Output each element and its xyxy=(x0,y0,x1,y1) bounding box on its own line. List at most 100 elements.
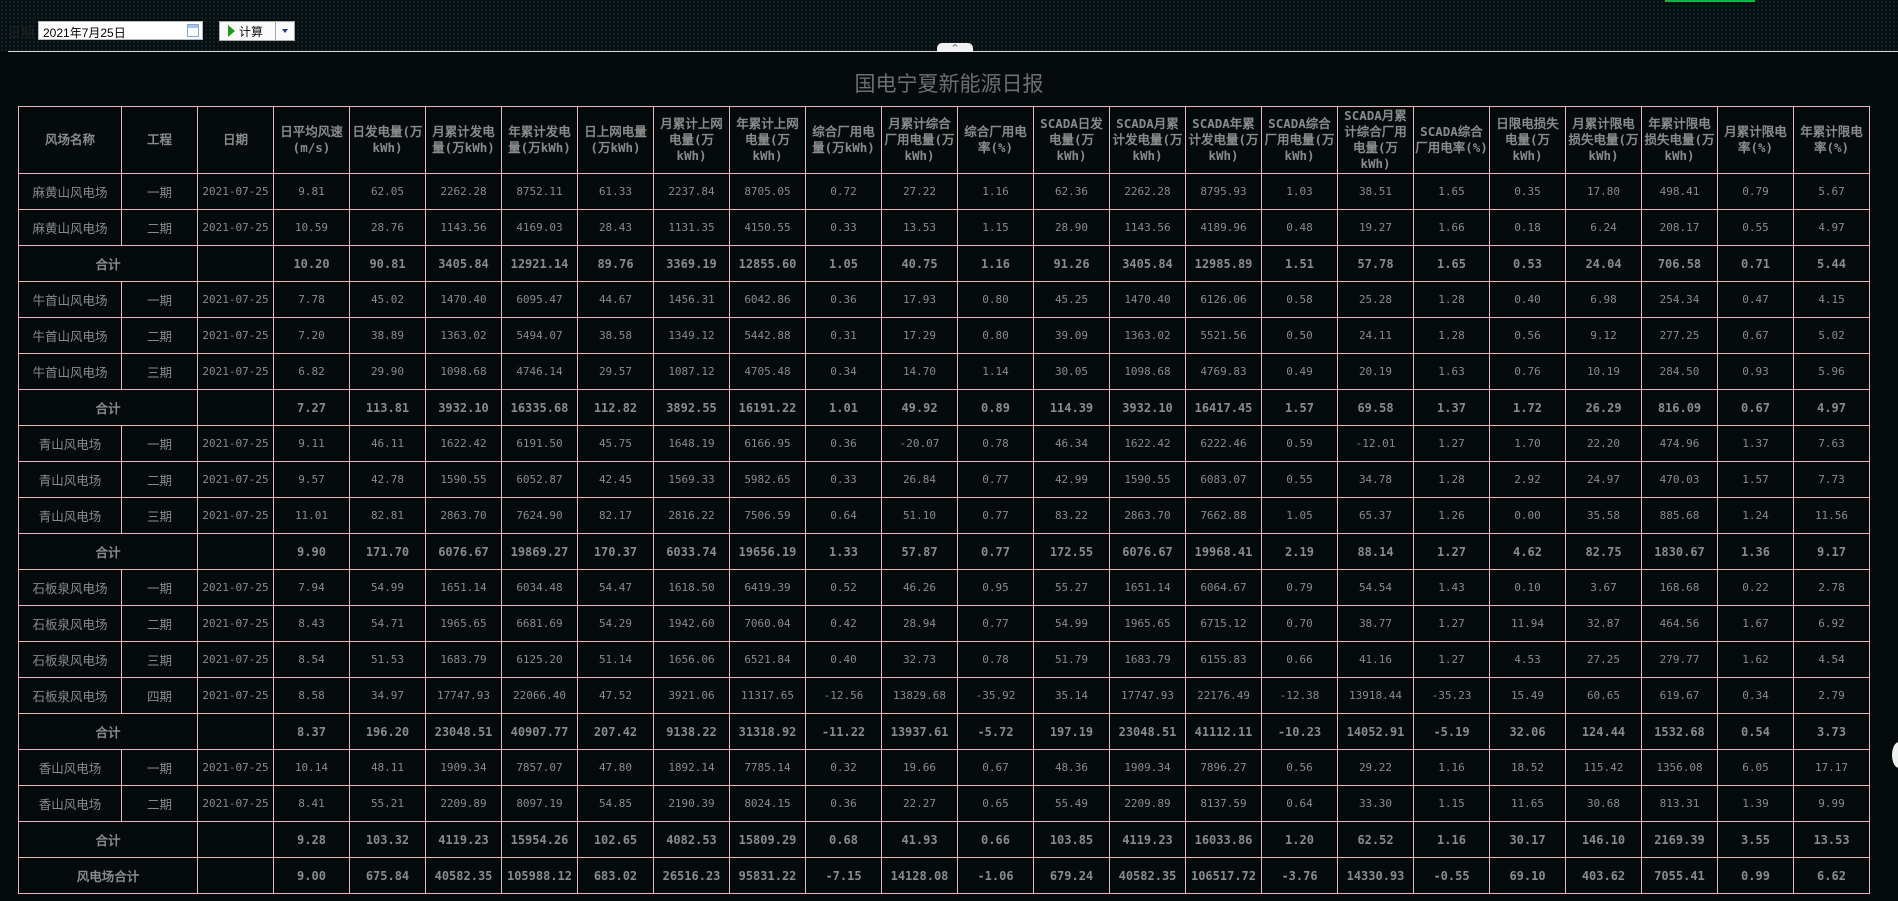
value-cell: 0.34 xyxy=(1717,677,1794,714)
value-cell: 55.49 xyxy=(1033,785,1110,822)
value-cell: 474.96 xyxy=(1641,425,1718,462)
value-cell: 1.03 xyxy=(1261,173,1338,210)
value-cell: 0.55 xyxy=(1717,209,1794,246)
date-cell: 2021-07-25 xyxy=(197,497,274,534)
value-cell: 2.19 xyxy=(1261,533,1338,570)
value-cell: 82.17 xyxy=(577,497,654,534)
side-panel-handle[interactable] xyxy=(1892,742,1898,768)
value-cell: -12.56 xyxy=(805,677,882,714)
value-cell: 0.36 xyxy=(805,281,882,318)
value-cell: 29.22 xyxy=(1337,749,1414,786)
value-cell: -5.19 xyxy=(1413,713,1490,750)
date-value: 2021年7月25日 xyxy=(43,26,126,40)
toolbar: 日期 2021年7月25日 计算 xyxy=(0,0,1898,52)
value-cell: 1.28 xyxy=(1413,281,1490,318)
value-cell: 4746.14 xyxy=(501,353,578,390)
date-label: 日期 xyxy=(8,26,35,41)
phase-cell: 二期 xyxy=(121,317,198,354)
value-cell: 6222.46 xyxy=(1185,425,1262,462)
column-header: 月累计限电损失电量(万kWh) xyxy=(1565,106,1642,174)
value-cell: 0.52 xyxy=(805,569,882,606)
value-cell: 1.33 xyxy=(805,533,882,570)
value-cell: 5.44 xyxy=(1793,245,1870,282)
value-cell: 8.54 xyxy=(273,641,350,678)
value-cell: 9.90 xyxy=(273,533,350,570)
value-cell: 23048.51 xyxy=(1109,713,1186,750)
value-cell: 6034.48 xyxy=(501,569,578,606)
calculate-dropdown-button[interactable] xyxy=(276,22,294,40)
value-cell: 4119.23 xyxy=(425,821,502,858)
value-cell: 11.01 xyxy=(273,497,350,534)
subtotal-row: 合计 7.27 113.81 3932.10 16335.68 112.82 3892.55… xyxy=(18,389,1870,426)
value-cell: 0.72 xyxy=(805,173,882,210)
value-cell: 1456.31 xyxy=(653,281,730,318)
value-cell: 62.36 xyxy=(1033,173,1110,210)
value-cell: 1356.08 xyxy=(1641,749,1718,786)
table-row: 麻黄山风电场 一期 2021-07-25 9.81 62.05 2262.28 8752.1… xyxy=(18,173,1870,210)
date-picker-input[interactable]: 2021年7月25日 xyxy=(38,21,203,40)
value-cell: 27.25 xyxy=(1565,641,1642,678)
value-cell: 2169.39 xyxy=(1641,821,1718,858)
calendar-icon[interactable] xyxy=(187,24,199,37)
value-cell: 2.79 xyxy=(1793,677,1870,714)
value-cell: 90.81 xyxy=(349,245,426,282)
value-cell: 1.63 xyxy=(1413,353,1490,390)
column-header: 日平均风速(m/s) xyxy=(273,106,350,174)
value-cell: 29.57 xyxy=(577,353,654,390)
value-cell: 6052.87 xyxy=(501,461,578,498)
value-cell: 3405.84 xyxy=(425,245,502,282)
value-cell: 208.17 xyxy=(1641,209,1718,246)
table-row: 石板泉风电场 四期 2021-07-25 8.58 34.97 17747.93 22066… xyxy=(18,677,1870,714)
value-cell: 0.36 xyxy=(805,785,882,822)
value-cell: 1618.50 xyxy=(653,569,730,606)
value-cell: 1363.02 xyxy=(425,317,502,354)
value-cell: 0.78 xyxy=(957,425,1034,462)
value-cell: 0.89 xyxy=(957,389,1034,426)
column-header: 月累计上网电量(万kWh) xyxy=(653,106,730,174)
value-cell: 6076.67 xyxy=(425,533,502,570)
value-cell: 0.79 xyxy=(1717,173,1794,210)
value-cell: 8024.15 xyxy=(729,785,806,822)
column-header: 日期 xyxy=(197,106,274,174)
column-header: 风场名称 xyxy=(18,106,122,174)
value-cell: 0.50 xyxy=(1261,317,1338,354)
value-cell: 0.77 xyxy=(957,497,1034,534)
value-cell: 6.05 xyxy=(1717,749,1794,786)
value-cell: 1470.40 xyxy=(425,281,502,318)
collapse-toolbar-button[interactable]: ^ xyxy=(937,43,973,52)
value-cell: 3405.84 xyxy=(1109,245,1186,282)
value-cell: 0.95 xyxy=(957,569,1034,606)
value-cell: 82.75 xyxy=(1565,533,1642,570)
value-cell: 12921.14 xyxy=(501,245,578,282)
value-cell: 3932.10 xyxy=(425,389,502,426)
value-cell: 1.16 xyxy=(957,173,1034,210)
calculate-button[interactable]: 计算 xyxy=(220,22,276,40)
subtotal-label: 合计 xyxy=(18,533,198,570)
value-cell: 8.37 xyxy=(273,713,350,750)
subtotal-label: 合计 xyxy=(18,389,198,426)
value-cell: 1143.56 xyxy=(425,209,502,246)
value-cell: 1.01 xyxy=(805,389,882,426)
value-cell: 124.44 xyxy=(1565,713,1642,750)
subtotal-row: 合计 9.28 103.32 4119.23 15954.26 102.65 4082.53… xyxy=(18,821,1870,858)
value-cell: 1.15 xyxy=(957,209,1034,246)
value-cell: 403.62 xyxy=(1565,857,1642,894)
value-cell: 1656.06 xyxy=(653,641,730,678)
value-cell: 41.93 xyxy=(881,821,958,858)
value-cell: 464.56 xyxy=(1641,605,1718,642)
value-cell: 13829.68 xyxy=(881,677,958,714)
value-cell: 9.28 xyxy=(273,821,350,858)
value-cell: 22.27 xyxy=(881,785,958,822)
value-cell: 1098.68 xyxy=(425,353,502,390)
value-cell: 679.24 xyxy=(1033,857,1110,894)
value-cell: 1.20 xyxy=(1261,821,1338,858)
value-cell: 6076.67 xyxy=(1109,533,1186,570)
value-cell: 38.89 xyxy=(349,317,426,354)
table-row: 青山风电场 一期 2021-07-25 9.11 46.11 1622.42 6191.50… xyxy=(18,425,1870,462)
subtotal-label: 合计 xyxy=(18,821,198,858)
value-cell: 62.52 xyxy=(1337,821,1414,858)
value-cell: 7506.59 xyxy=(729,497,806,534)
column-header: 月累计发电量(万kWh) xyxy=(425,106,502,174)
value-cell: 7.73 xyxy=(1793,461,1870,498)
value-cell: 55.27 xyxy=(1033,569,1110,606)
